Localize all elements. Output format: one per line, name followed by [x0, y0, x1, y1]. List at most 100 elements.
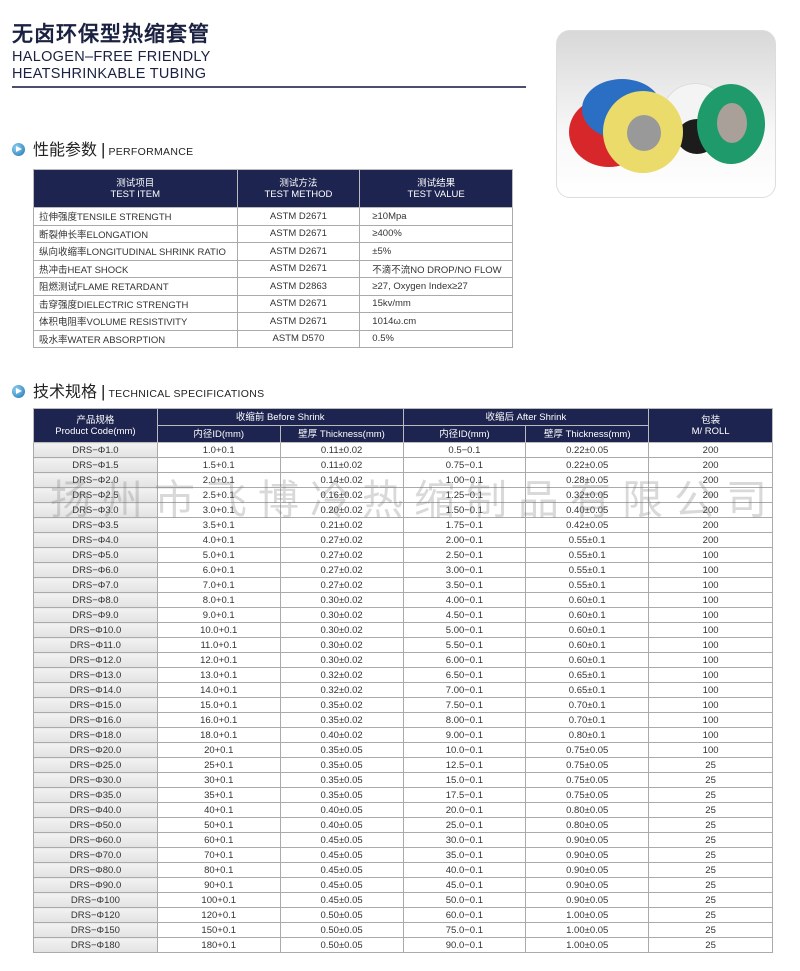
cell-meters-per-roll: 25	[648, 772, 773, 788]
spec-row: DRS−Φ1.0 1.0+0.1 0.11±0.02 0.5−0.1 0.22±0.05…	[33, 442, 773, 458]
cell-before-thickness: 0.27±0.02	[279, 532, 404, 548]
header-test-value: 测试结果 TEST VALUE	[359, 169, 513, 208]
cell-meters-per-roll: 200	[648, 442, 773, 458]
cell-meters-per-roll: 25	[648, 877, 773, 893]
separator: |	[101, 382, 106, 401]
cell-product-code: DRS−Φ30.0	[33, 772, 158, 788]
cell-after-id: 4.50−0.1	[402, 607, 527, 623]
cell-meters-per-roll: 25	[648, 817, 773, 833]
cell-before-id: 180+0.1	[156, 937, 281, 953]
cell-after-id: 75.0−0.1	[402, 922, 527, 938]
header-divider	[12, 86, 526, 88]
cell-before-thickness: 0.35±0.05	[279, 742, 404, 758]
cell-test-method: ASTM D2671	[236, 312, 361, 331]
spec-row: DRS−Φ14.0 14.0+0.1 0.32±0.02 7.00−0.1 0.65±0…	[33, 682, 773, 698]
cell-after-id: 9.00−0.1	[402, 727, 527, 743]
cell-meters-per-roll: 25	[648, 892, 773, 908]
header-after-shrink: 收缩后 After Shrink	[402, 408, 650, 426]
specifications-heading-cn: 技术规格	[33, 384, 98, 401]
cell-before-id: 90+0.1	[156, 877, 281, 893]
cell-test-value: ±5%	[359, 242, 513, 261]
spec-row: DRS−Φ30.0 30+0.1 0.35±0.05 15.0−0.1 0.75±0.0…	[33, 772, 773, 788]
performance-row: 断裂伸长率ELONGATION ASTM D2671 ≥400%	[33, 224, 513, 243]
spec-row: DRS−Φ35.0 35+0.1 0.35±0.05 17.5−0.1 0.75±0.0…	[33, 787, 773, 803]
cell-product-code: DRS−Φ25.0	[33, 757, 158, 773]
cell-after-thickness: 0.75±0.05	[525, 772, 650, 788]
cell-before-thickness: 0.27±0.02	[279, 577, 404, 593]
cell-before-thickness: 0.45±0.05	[279, 877, 404, 893]
cell-product-code: DRS−Φ70.0	[33, 847, 158, 863]
cell-before-id: 15.0+0.1	[156, 697, 281, 713]
cell-after-id: 1.50−0.1	[402, 502, 527, 518]
specifications-heading-en: TECHNICAL SPECIFICATIONS	[108, 388, 265, 400]
cell-after-id: 1.25−0.1	[402, 487, 527, 503]
spec-row: DRS−Φ3.0 3.0+0.1 0.20±0.02 1.50−0.1 0.40±0.0…	[33, 502, 773, 518]
cell-meters-per-roll: 100	[648, 562, 773, 578]
cell-after-thickness: 0.60±0.1	[525, 607, 650, 623]
header-before-id: 内径ID(mm)	[156, 425, 281, 443]
spec-row: DRS−Φ60.0 60+0.1 0.45±0.05 30.0−0.1 0.90±0.0…	[33, 832, 773, 848]
cell-after-thickness: 0.90±0.05	[525, 832, 650, 848]
product-photo	[556, 30, 776, 198]
cell-meters-per-roll: 25	[648, 832, 773, 848]
cell-meters-per-roll: 100	[648, 667, 773, 683]
cell-before-thickness: 0.45±0.05	[279, 832, 404, 848]
cell-after-id: 50.0−0.1	[402, 892, 527, 908]
cell-test-value: ≥10Mpa	[359, 207, 513, 226]
cell-product-code: DRS−Φ3.5	[33, 517, 158, 533]
cell-before-id: 4.0+0.1	[156, 532, 281, 548]
performance-header-row: 测试项目 TEST ITEM 测试方法 TEST METHOD 测试结果 TEST V…	[33, 169, 513, 208]
cell-after-id: 7.00−0.1	[402, 682, 527, 698]
cell-after-thickness: 1.00±0.05	[525, 907, 650, 923]
cell-product-code: DRS−Φ10.0	[33, 622, 158, 638]
cell-product-code: DRS−Φ50.0	[33, 817, 158, 833]
cell-after-thickness: 0.75±0.05	[525, 757, 650, 773]
cell-before-thickness: 0.20±0.02	[279, 502, 404, 518]
spec-row: DRS−Φ180 180+0.1 0.50±0.05 90.0−0.1 1.00±0.0…	[33, 937, 773, 953]
cell-after-id: 6.50−0.1	[402, 667, 527, 683]
cell-before-thickness: 0.32±0.02	[279, 667, 404, 683]
spec-row: DRS−Φ15.0 15.0+0.1 0.35±0.02 7.50−0.1 0.70±0…	[33, 697, 773, 713]
cell-product-code: DRS−Φ20.0	[33, 742, 158, 758]
cell-meters-per-roll: 100	[648, 727, 773, 743]
cell-after-thickness: 1.00±0.05	[525, 937, 650, 953]
cell-before-id: 100+0.1	[156, 892, 281, 908]
cell-before-id: 14.0+0.1	[156, 682, 281, 698]
cell-after-thickness: 0.65±0.1	[525, 682, 650, 698]
cell-before-id: 30+0.1	[156, 772, 281, 788]
header-before-thickness: 壁厚 Thickness(mm)	[279, 425, 404, 443]
cell-meters-per-roll: 25	[648, 847, 773, 863]
spec-row: DRS−Φ80.0 80+0.1 0.45±0.05 40.0−0.1 0.90±0.0…	[33, 862, 773, 878]
cell-after-thickness: 0.80±0.05	[525, 802, 650, 818]
cell-after-thickness: 0.90±0.05	[525, 862, 650, 878]
cell-after-id: 20.0−0.1	[402, 802, 527, 818]
cell-product-code: DRS−Φ12.0	[33, 652, 158, 668]
performance-row: 纵向收缩率LONGITUDINAL SHRINK RATIO ASTM D2671…	[33, 242, 513, 261]
cell-product-code: DRS−Φ100	[33, 892, 158, 908]
spec-row: DRS−Φ10.0 10.0+0.1 0.30±0.02 5.00−0.1 0.60±0…	[33, 622, 773, 638]
cell-meters-per-roll: 200	[648, 517, 773, 533]
cell-before-id: 120+0.1	[156, 907, 281, 923]
cell-before-id: 1.5+0.1	[156, 457, 281, 473]
cell-before-id: 3.0+0.1	[156, 502, 281, 518]
cell-before-thickness: 0.35±0.02	[279, 697, 404, 713]
spec-row: DRS−Φ7.0 7.0+0.1 0.27±0.02 3.50−0.1 0.55±0.1…	[33, 577, 773, 593]
cell-test-method: ASTM D2671	[236, 224, 361, 243]
cell-after-id: 3.50−0.1	[402, 577, 527, 593]
cell-after-thickness: 0.90±0.05	[525, 877, 650, 893]
cell-meters-per-roll: 100	[648, 697, 773, 713]
cell-test-item: 阻燃测试FLAME RETARDANT	[33, 277, 238, 296]
cell-before-thickness: 0.40±0.02	[279, 727, 404, 743]
header-test-method: 测试方法 TEST METHOD	[236, 169, 361, 208]
cell-product-code: DRS−Φ4.0	[33, 532, 158, 548]
spec-row: DRS−Φ13.0 13.0+0.1 0.32±0.02 6.50−0.1 0.65±0…	[33, 667, 773, 683]
cell-meters-per-roll: 100	[648, 622, 773, 638]
cell-before-thickness: 0.30±0.02	[279, 592, 404, 608]
header-product-code: 产品规格 Product Code(mm)	[33, 408, 158, 443]
cell-product-code: DRS−Φ90.0	[33, 877, 158, 893]
cell-product-code: DRS−Φ1.5	[33, 457, 158, 473]
cell-before-thickness: 0.50±0.05	[279, 922, 404, 938]
cell-before-id: 70+0.1	[156, 847, 281, 863]
cell-product-code: DRS−Φ8.0	[33, 592, 158, 608]
title-en-line1: HALOGEN–FREE FRIENDLY	[12, 49, 211, 65]
